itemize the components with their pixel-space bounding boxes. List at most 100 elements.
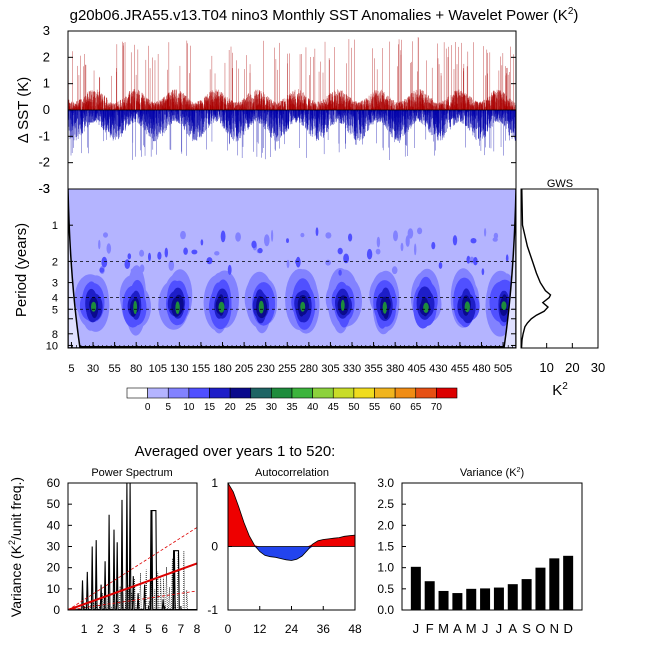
averaged-title: Averaged over years 1 to 520: xyxy=(135,443,336,460)
variance-month-label: F xyxy=(426,621,434,636)
year-x-tick-label: 80 xyxy=(130,363,142,375)
wavelet-contours xyxy=(68,189,516,348)
variance-y-tick-label: 1.0 xyxy=(377,561,394,575)
sst-y-tick-label: 0 xyxy=(43,102,50,117)
autocorrelation-x-tick-label: 12 xyxy=(253,622,267,636)
monthly-variance-title: Variance (K2) xyxy=(460,467,524,479)
power-x-tick-label: 7 xyxy=(178,622,185,636)
autocorrelation-line xyxy=(228,483,355,561)
colorbar-swatch xyxy=(415,387,437,399)
wavelet-speck xyxy=(130,268,135,273)
wavelet-speck xyxy=(391,266,398,275)
wavelet-speck xyxy=(338,269,342,276)
variance-month-label: M xyxy=(466,621,477,636)
colorbar-swatch xyxy=(209,387,231,399)
power-spectrum-plateau xyxy=(172,550,180,610)
sst-y-tick-label: -3 xyxy=(38,181,50,196)
variance-month-label: S xyxy=(522,621,531,636)
variance-bar xyxy=(507,584,518,610)
wavelet-contour xyxy=(175,301,180,315)
wavelet-contour xyxy=(300,301,306,312)
wavelet-speck xyxy=(337,247,343,255)
power-spectrum-panel: Power Spectrum 0 10 20 30 40 50 60 1 2 3 4 5 6 7 8 Var… xyxy=(7,467,201,636)
wavelet-speck xyxy=(124,259,131,269)
wavelet-speck xyxy=(286,259,290,269)
colorbar-swatch xyxy=(188,387,210,399)
power-spectrum-line xyxy=(68,483,197,610)
power-x-tick-label: 3 xyxy=(113,622,120,636)
year-x-tick-label: 30 xyxy=(87,363,99,375)
colorbar-swatch xyxy=(332,387,355,399)
autocorrelation-x-tick-label: 0 xyxy=(225,622,232,636)
autocorrelation-y-tick-label: 1 xyxy=(211,476,218,490)
autocorrelation-negative-fill xyxy=(228,546,355,561)
year-x-tick-label: 180 xyxy=(213,363,231,375)
year-x-tick-label: 55 xyxy=(108,363,120,375)
year-x-tick-label: 505 xyxy=(494,363,512,375)
variance-bar xyxy=(424,581,435,610)
variance-month-label: A xyxy=(453,621,462,636)
year-x-tick-label: 280 xyxy=(300,363,318,375)
wavelet-blob xyxy=(285,227,320,334)
wavelet-speck xyxy=(139,249,145,257)
sst-y-tick-label: -1 xyxy=(38,128,50,143)
power-y-tick-label: 30 xyxy=(47,540,61,554)
wavelet-speck xyxy=(348,233,353,242)
autocorrelation-y-tick-label: 0 xyxy=(211,540,218,554)
year-x-tick-label: 480 xyxy=(472,363,490,375)
wavelet-speck xyxy=(300,232,305,238)
wavelet-blob xyxy=(244,229,278,334)
colorbar-label: 65 xyxy=(410,402,422,413)
wavelet-speck xyxy=(235,232,242,242)
autocorrelation-x-tick-label: 24 xyxy=(285,622,299,636)
colorbar-swatch xyxy=(126,387,148,399)
colorbar-swatch xyxy=(353,387,375,399)
year-x-tick-label: 5 xyxy=(68,363,74,375)
wavelet-speck xyxy=(470,238,477,244)
colorbar-swatch xyxy=(167,387,190,399)
wavelet-speck xyxy=(414,243,417,256)
wavelet-speck xyxy=(157,251,162,260)
power-x-tick-label: 1 xyxy=(81,622,88,636)
wavelet-speck xyxy=(103,232,108,238)
wavelet-speck xyxy=(257,247,263,254)
wavelet-speck xyxy=(431,241,436,250)
variance-bar xyxy=(410,566,421,610)
confidence-upper-line xyxy=(68,527,197,610)
positive-anomaly-bars xyxy=(68,37,516,110)
period-y-tick-label: 4 xyxy=(52,293,58,305)
wavelet-contour xyxy=(91,301,97,312)
wavelet-speck xyxy=(264,234,270,247)
power-y-tick-label: 60 xyxy=(47,476,61,490)
colorbar-swatch xyxy=(291,387,313,399)
wavelet-speck xyxy=(191,249,198,255)
wavelet-speck xyxy=(227,264,232,275)
wavelet-contour xyxy=(382,301,387,314)
wavelet-speck xyxy=(99,267,105,273)
colorbar-label: 20 xyxy=(225,402,237,413)
year-x-axis: 5 30 55 80 105 130 155 180 205 230 255 280 305 330 355… xyxy=(67,342,513,375)
wavelet-speck xyxy=(183,247,188,255)
figure-title: g20b06.JRA55.v13.T04 nino3 Monthly SST A… xyxy=(70,6,579,24)
negative-anomaly-bars xyxy=(68,110,516,160)
colorbar-swatch xyxy=(436,387,458,399)
variance-bar xyxy=(466,588,477,610)
wavelet-blob xyxy=(157,230,198,330)
wavelet-speck xyxy=(206,257,213,265)
wavelet-speck xyxy=(452,235,458,246)
wavelet-speck xyxy=(438,262,443,269)
colorbar-label: 25 xyxy=(245,402,257,413)
power-y-tick-label: 0 xyxy=(53,603,60,617)
period-y-tick-label: 10 xyxy=(46,340,58,352)
wavelet-speck xyxy=(106,243,112,254)
gws-panel-frame xyxy=(520,188,599,349)
power-spectrum-lines xyxy=(68,483,197,610)
wavelet-speck xyxy=(405,235,410,247)
wavelet-contour xyxy=(340,299,345,311)
autocorrelation-x-tick-label: 36 xyxy=(317,622,331,636)
monthly-variance-axes: 0.00.51.01.52.02.53.0J F M A M J J A S O N D xyxy=(377,476,573,636)
sst-y-tick-label: 2 xyxy=(43,49,50,64)
wavelet-speck xyxy=(375,248,381,255)
power-y-tick-label: 20 xyxy=(47,561,61,575)
variance-y-tick-label: 0.0 xyxy=(377,603,394,617)
